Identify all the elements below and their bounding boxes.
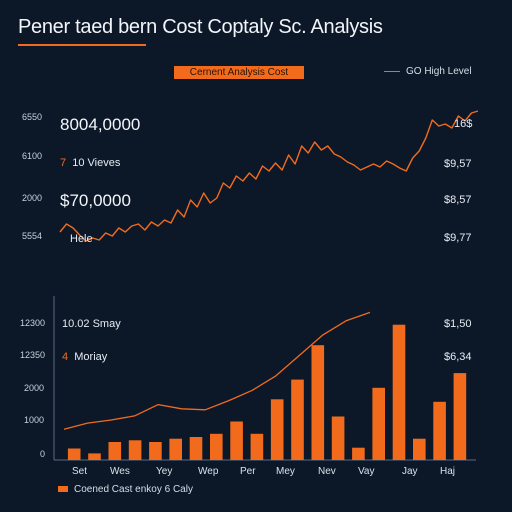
x-tick-label: Haj — [440, 466, 456, 477]
bottom-annotation-number: 4 — [62, 351, 69, 363]
bar — [413, 438, 426, 460]
bottom-y-tick: 0 — [40, 449, 46, 459]
x-tick-label: Nev — [318, 466, 336, 477]
x-tick-label: Vay — [358, 466, 375, 477]
bottom-y-tick: 1000 — [24, 415, 45, 425]
top-annotation: Hele — [70, 233, 93, 245]
bar — [453, 373, 467, 460]
top-annotation: 8004,0000 — [60, 115, 141, 134]
x-tick-label: Wes — [110, 466, 130, 477]
top-legend-label: GO High Level — [406, 66, 472, 77]
bottom-legend: Coened Cast enkoy 6 Caly — [58, 484, 193, 495]
bar — [88, 453, 101, 460]
bar — [149, 442, 162, 460]
top-right-value: 16$ — [454, 118, 473, 130]
bar — [67, 448, 81, 460]
top-badge: Cernent Analysis Cost — [174, 66, 304, 79]
bottom-annotation-text: Moriay — [74, 351, 108, 363]
x-tick-label: Per — [240, 466, 256, 477]
top-annotation-text: 10 Vieves — [72, 157, 121, 169]
bar — [291, 379, 304, 460]
bar — [210, 433, 223, 460]
bar — [331, 416, 345, 460]
x-tick-label: Set — [72, 466, 88, 477]
bar — [270, 399, 284, 460]
top-y-tick: 5554 — [22, 231, 43, 241]
bar — [128, 440, 142, 460]
top-annotation: 7 10 Vieves — [60, 157, 120, 169]
bar — [392, 324, 406, 460]
top-right-value: $9,57 — [444, 158, 472, 170]
bottom-y-tick: 2000 — [24, 383, 45, 393]
top-y-tick: 6550 — [22, 112, 43, 122]
bar — [433, 401, 446, 460]
bar — [250, 433, 264, 460]
bar — [169, 438, 182, 460]
chart-title: Pener taed bern Cost Coptaly Sc. Analysi… — [18, 16, 383, 38]
bottom-right-value: $6,34 — [444, 351, 472, 363]
bar — [108, 442, 122, 460]
top-line-series — [59, 110, 479, 242]
bottom-annotation: 10.02 Smay — [62, 318, 121, 330]
bottom-trend-line — [63, 311, 371, 430]
top-right-value: $8,57 — [444, 194, 472, 206]
bottom-right-value: $1,50 — [444, 318, 472, 330]
bar — [189, 437, 203, 460]
bottom-legend-label: Coened Cast enkoy 6 Caly — [74, 484, 193, 495]
bottom-annotation: 4 Moriay — [62, 351, 107, 363]
top-y-tick: 6100 — [22, 151, 43, 161]
bottom-legend-swatch — [58, 486, 68, 493]
top-right-value: $9,77 — [444, 232, 472, 244]
x-tick-label: Yey — [156, 466, 173, 477]
bar — [352, 447, 365, 460]
top-annotation: $70,0000 — [60, 191, 131, 210]
bar — [311, 345, 325, 460]
bottom-y-tick: 12350 — [20, 350, 46, 360]
title-underline — [18, 44, 146, 46]
x-tick-label: Jay — [402, 466, 418, 477]
top-legend-swatch — [384, 70, 400, 73]
bar — [230, 421, 243, 460]
top-annotation-number: 7 — [60, 157, 67, 169]
top-y-tick: 2000 — [22, 193, 43, 203]
top-legend: GO High Level — [384, 66, 472, 77]
x-tick-label: Mey — [276, 466, 295, 477]
x-tick-label: Wep — [198, 466, 219, 477]
bar — [372, 387, 385, 460]
bottom-y-tick: 12300 — [20, 318, 46, 328]
